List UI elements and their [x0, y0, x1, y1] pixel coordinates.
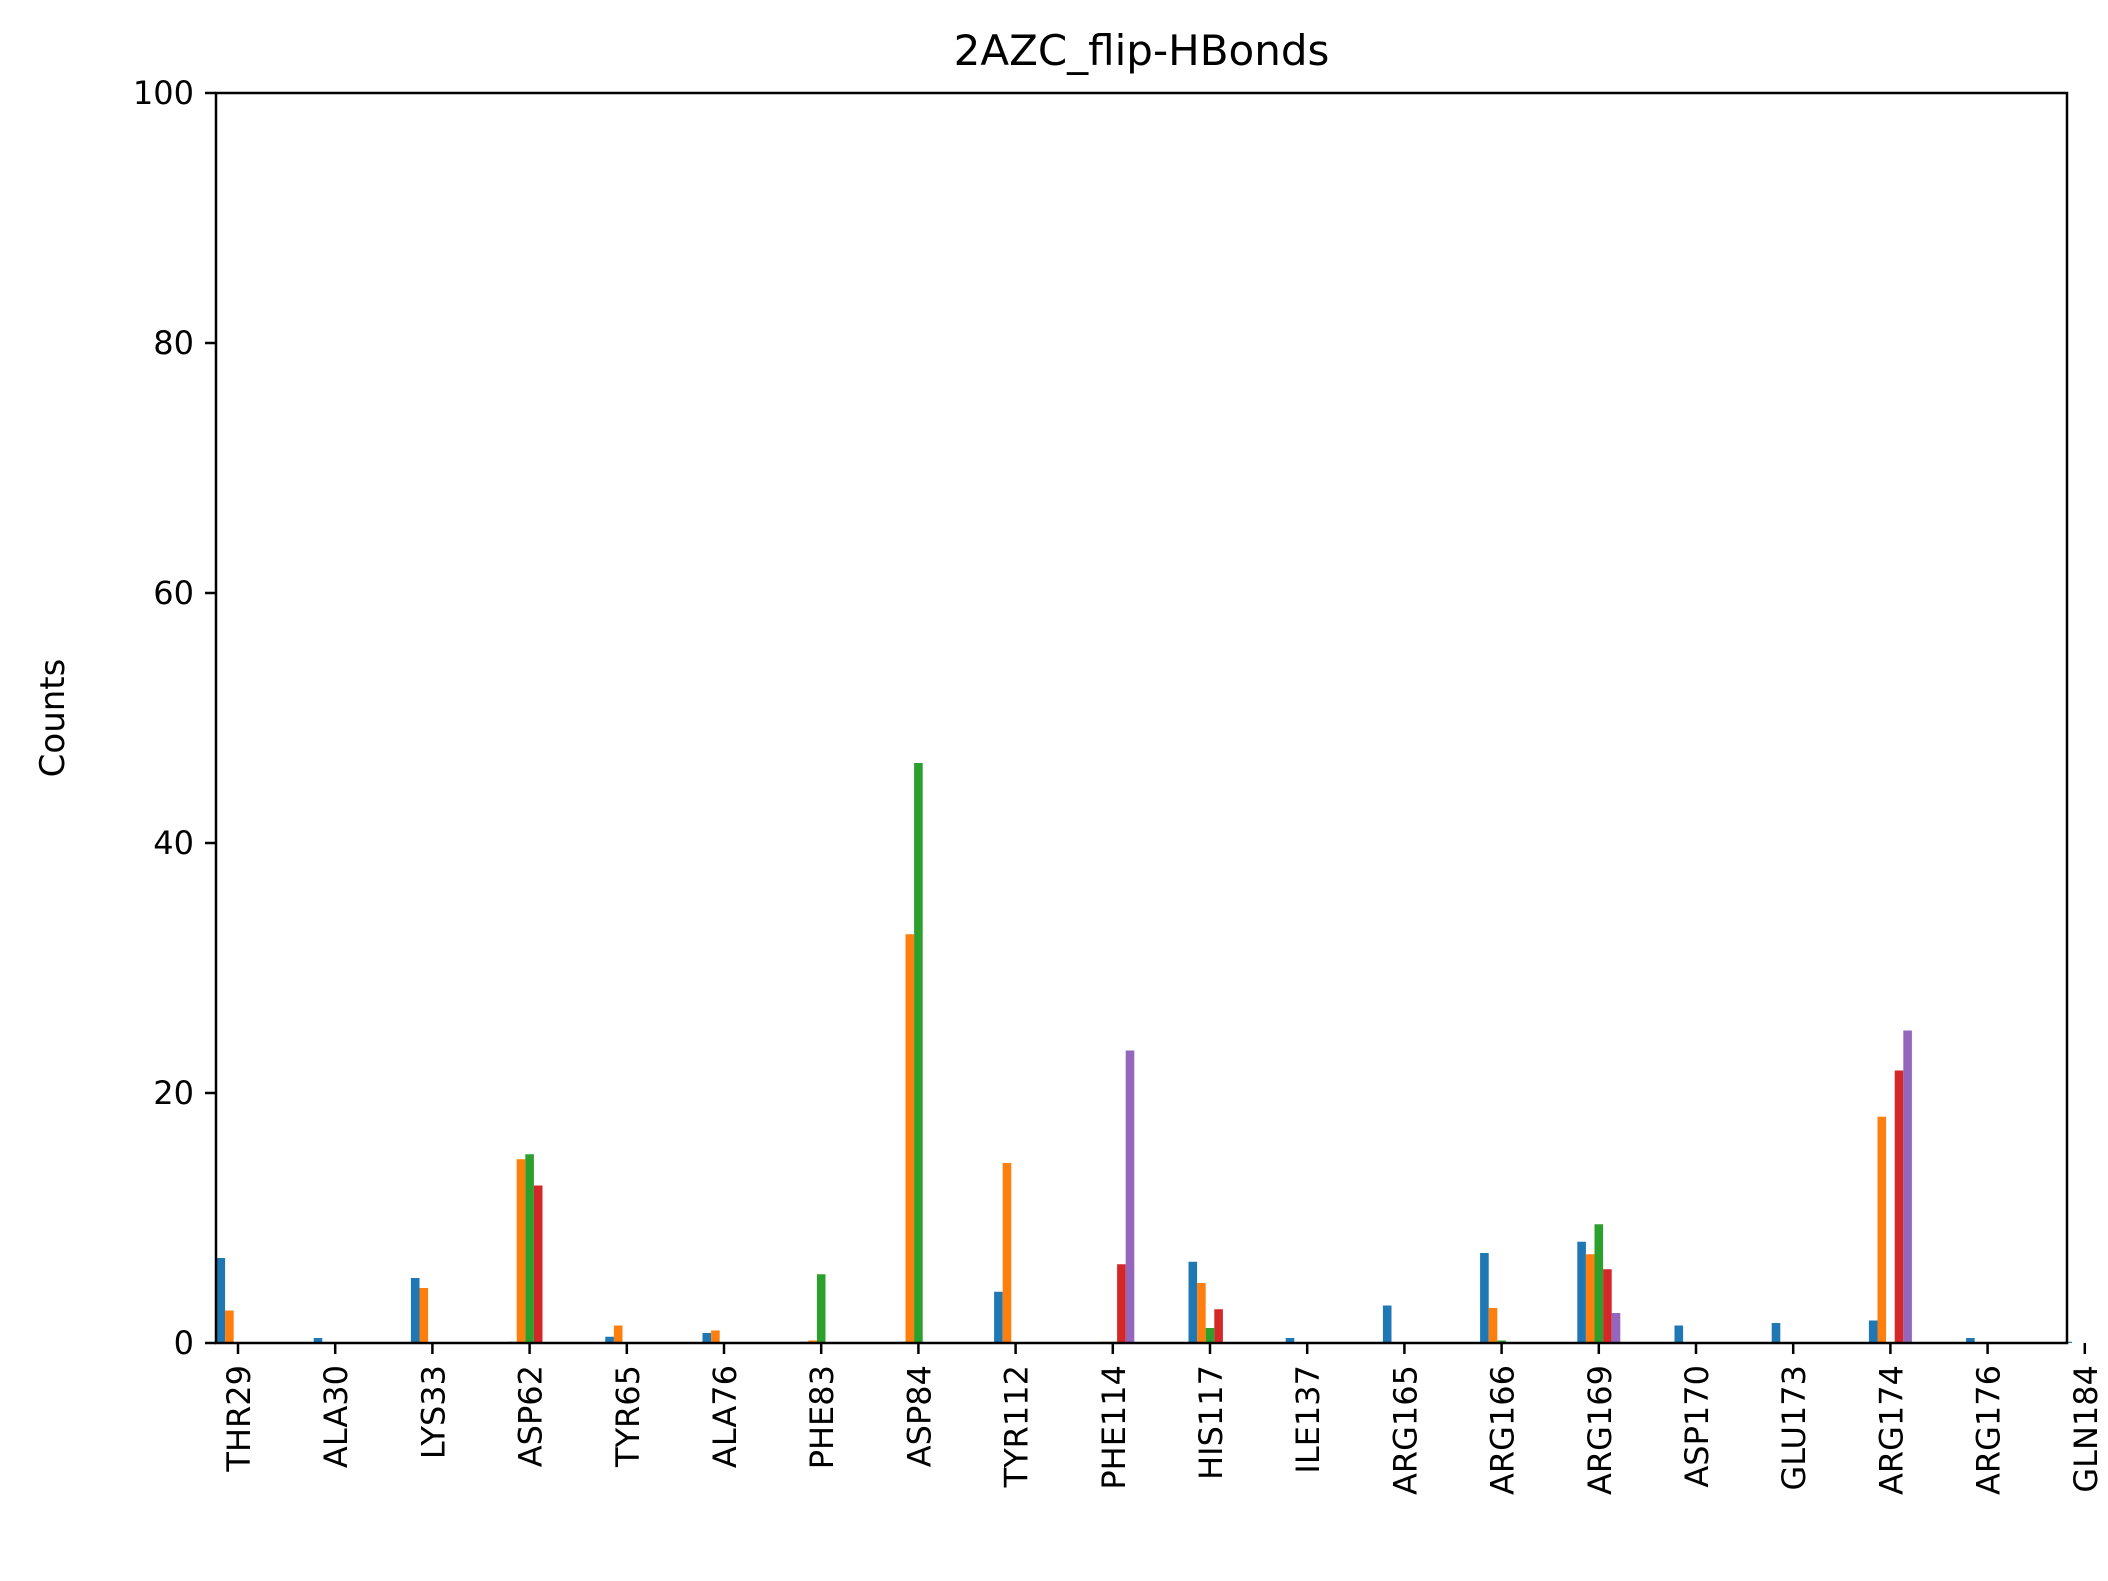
- bar-arg169-series-5: [1611, 1313, 1621, 1343]
- y-tick-label: 100: [133, 74, 194, 112]
- x-tick-label-gln184: GLN184: [2067, 1365, 2105, 1493]
- y-tick-label: 0: [174, 1324, 194, 1362]
- bar-arg169-series-1: [1577, 1241, 1586, 1343]
- bar-arg169-series-2: [1585, 1254, 1595, 1343]
- x-tick-label-thr29: THR29: [220, 1365, 258, 1473]
- bar-ala30-series-1: [313, 1338, 323, 1343]
- y-axis-ticks: 0 20 40 60 80 100: [133, 74, 216, 1362]
- bar-tyr65-series-1: [605, 1336, 614, 1343]
- bar-ala76-series-2: [711, 1330, 720, 1343]
- plot-frame: [214, 91, 2069, 1345]
- y-tick-label: 60: [153, 574, 194, 612]
- x-tick-label-arg166: ARG166: [1484, 1365, 1522, 1495]
- x-tick-label-his117: HIS117: [1192, 1365, 1230, 1480]
- x-tick-label-tyr65: TYR65: [609, 1365, 647, 1468]
- y-tick-label: 80: [153, 324, 194, 362]
- y-axis-label: Counts: [33, 659, 73, 778]
- bar-thr29-series-2: [225, 1310, 234, 1343]
- bar-thr29-series-1: [216, 1258, 226, 1343]
- bar-lys33-series-2: [419, 1288, 429, 1343]
- x-tick-label-asp84: ASP84: [900, 1365, 938, 1467]
- bar-asp62-series-2: [516, 1159, 526, 1343]
- y-tick-label: 20: [153, 1074, 194, 1112]
- bars-layer: [216, 763, 2072, 1343]
- bar-arg174-series-5: [1903, 1030, 1912, 1343]
- bar-tyr112-series-1: [994, 1291, 1003, 1343]
- bar-his117-series-4: [1214, 1309, 1223, 1343]
- x-tick-label-asp170: ASP170: [1678, 1365, 1716, 1488]
- chart-title: 2AZC_flip-HBonds: [954, 26, 1330, 75]
- bar-his117-series-3: [1205, 1328, 1215, 1343]
- bar-asp84-series-3: [914, 763, 923, 1343]
- bar-arg174-series-4: [1894, 1070, 1904, 1343]
- bar-glu173-series-1: [1771, 1323, 1781, 1343]
- bar-asp170-series-1: [1674, 1325, 1684, 1343]
- bar-arg169-series-3: [1594, 1224, 1604, 1343]
- x-tick-label-ala30: ALA30: [317, 1365, 355, 1468]
- x-tick-label-arg176: ARG176: [1970, 1365, 2008, 1495]
- x-tick-label-tyr112: TYR112: [998, 1365, 1036, 1488]
- bar-tyr65-series-2: [613, 1325, 623, 1343]
- x-tick-label-asp62: ASP62: [512, 1365, 550, 1467]
- bar-lys33-series-1: [410, 1278, 420, 1343]
- x-tick-label-ile137: ILE137: [1289, 1365, 1327, 1474]
- x-tick-label-arg174: ARG174: [1872, 1365, 1910, 1495]
- y-tick-label: 40: [153, 824, 194, 862]
- bar-his117-series-2: [1197, 1283, 1206, 1343]
- bar-asp84-series-2: [905, 934, 915, 1343]
- bar-ile137-series-1: [1285, 1338, 1295, 1343]
- x-tick-label-glu173: GLU173: [1775, 1365, 1813, 1491]
- bar-ala76-series-1: [702, 1333, 712, 1343]
- bar-asp62-series-4: [533, 1185, 543, 1343]
- bar-arg174-series-2: [1877, 1116, 1887, 1343]
- x-tick-label-phe83: PHE83: [803, 1365, 841, 1469]
- bar-arg176-series-1: [1966, 1338, 1975, 1343]
- x-tick-label-ala76: ALA76: [706, 1365, 744, 1468]
- bar-asp62-series-3: [525, 1154, 534, 1343]
- bar-phe114-series-4: [1117, 1264, 1126, 1343]
- x-tick-label-lys33: LYS33: [414, 1365, 452, 1459]
- bar-phe83-series-3: [816, 1274, 826, 1343]
- bar-arg174-series-1: [1868, 1320, 1878, 1343]
- bar-arg166-series-2: [1488, 1308, 1498, 1343]
- bar-his117-series-1: [1188, 1261, 1198, 1343]
- bar-arg165-series-1: [1382, 1305, 1392, 1343]
- bar-arg166-series-1: [1480, 1253, 1489, 1343]
- bar-arg169-series-4: [1603, 1269, 1612, 1343]
- x-tick-label-arg169: ARG169: [1581, 1365, 1619, 1495]
- bar-phe114-series-5: [1125, 1050, 1135, 1343]
- x-tick-label-arg165: ARG165: [1386, 1365, 1424, 1495]
- bar-tyr112-series-2: [1002, 1163, 1012, 1343]
- x-axis-ticks: THR29 ALA30 LYS33 ASP62 TYR65 ALA76 PHE83 ASP84…: [220, 1343, 2105, 1495]
- x-tick-label-phe114: PHE114: [1095, 1365, 1133, 1490]
